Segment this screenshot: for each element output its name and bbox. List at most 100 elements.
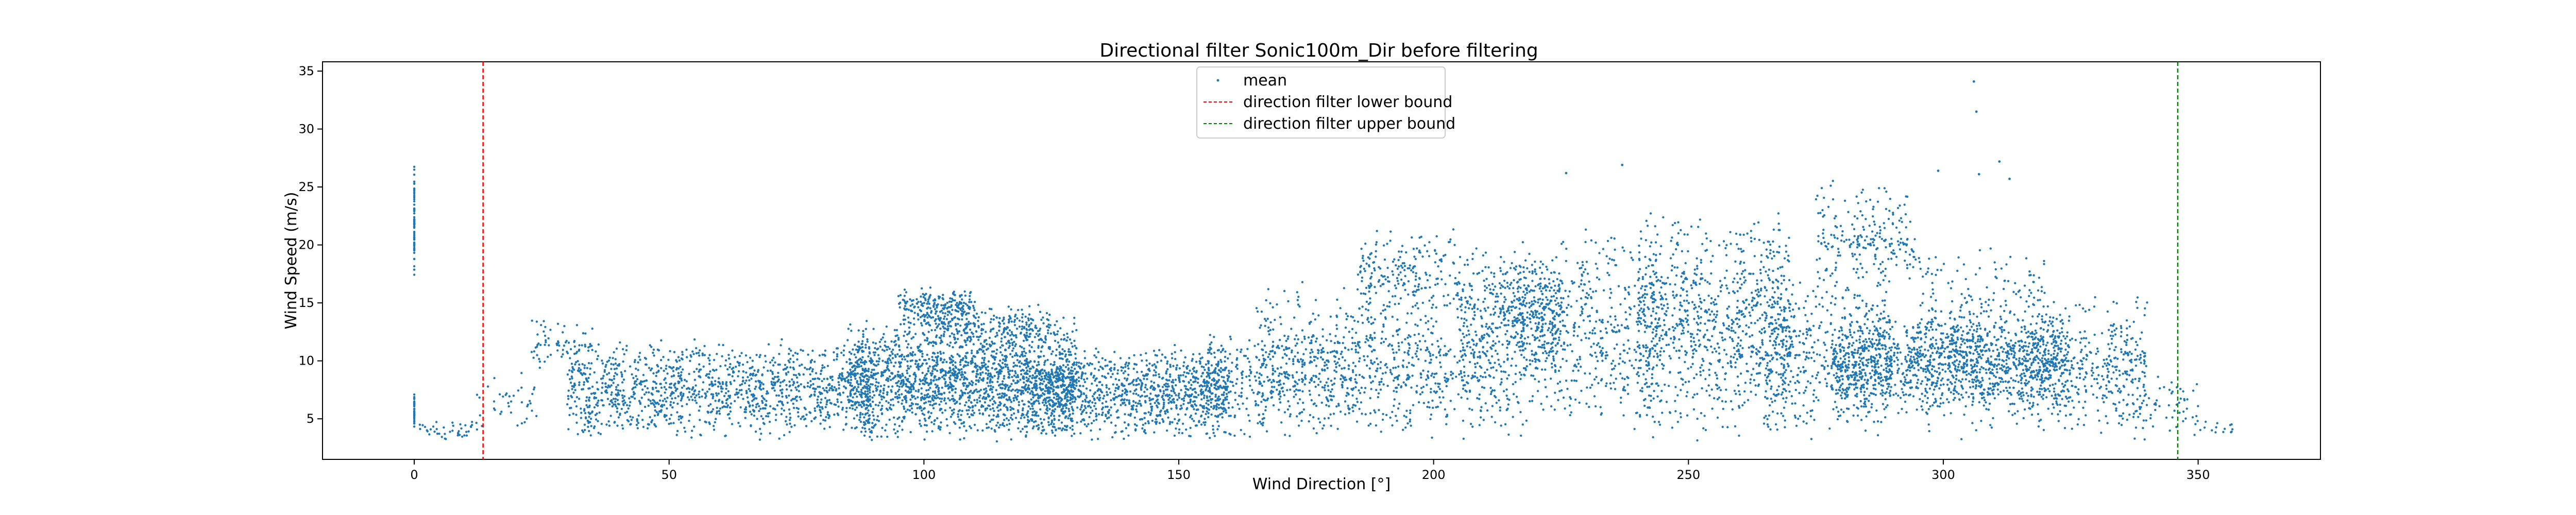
- data-point: [756, 370, 759, 373]
- data-point: [809, 380, 812, 383]
- data-point: [1044, 399, 1047, 401]
- data-point: [592, 427, 596, 430]
- data-point: [621, 424, 623, 426]
- data-point: [889, 403, 892, 406]
- data-point: [1258, 376, 1260, 379]
- data-point: [849, 382, 852, 384]
- data-point: [755, 403, 758, 406]
- data-point: [589, 434, 592, 437]
- data-point: [860, 431, 863, 433]
- data-point: [800, 349, 802, 351]
- data-point: [880, 395, 883, 398]
- data-point: [1064, 353, 1067, 356]
- data-point: [1025, 425, 1028, 428]
- data-point: [979, 368, 982, 371]
- data-point: [1120, 404, 1122, 406]
- data-point: [617, 389, 620, 392]
- data-point: [568, 369, 571, 372]
- data-point: [654, 425, 657, 428]
- data-point: [965, 344, 968, 347]
- data-point: [1075, 382, 1078, 384]
- data-point: [856, 396, 858, 398]
- data-point: [1120, 431, 1123, 433]
- data-point: [647, 404, 650, 407]
- data-point: [844, 387, 848, 390]
- data-point: [1018, 325, 1021, 328]
- data-point: [567, 394, 570, 398]
- data-point: [608, 424, 611, 427]
- data-point: [1050, 421, 1054, 423]
- data-point: [603, 370, 606, 373]
- data-point: [992, 318, 995, 321]
- data-point: [611, 405, 614, 408]
- data-point: [958, 318, 960, 321]
- data-point: [868, 389, 871, 391]
- data-point: [956, 353, 959, 355]
- data-point: [859, 379, 862, 381]
- data-point: [1125, 393, 1128, 396]
- data-point: [1037, 334, 1040, 337]
- data-point: [1108, 408, 1111, 411]
- data-point: [1021, 368, 1024, 371]
- data-point: [710, 383, 713, 385]
- data-point: [932, 340, 935, 343]
- data-point: [927, 331, 930, 333]
- data-point: [1008, 422, 1011, 425]
- data-point: [921, 324, 923, 327]
- data-point: [988, 414, 991, 417]
- data-point: [873, 418, 875, 421]
- data-point: [920, 350, 923, 353]
- data-point: [909, 431, 912, 434]
- data-point: [1222, 369, 1224, 371]
- data-point: [709, 403, 712, 406]
- data-point: [959, 324, 962, 327]
- data-point: [508, 395, 511, 398]
- data-point: [1018, 361, 1021, 364]
- data-point: [1031, 329, 1035, 332]
- data-point: [831, 387, 833, 390]
- data-point: [921, 355, 924, 358]
- data-point: [1075, 361, 1078, 364]
- data-point: [970, 338, 973, 341]
- data-point: [587, 362, 590, 365]
- data-point: [1105, 386, 1108, 389]
- data-point: [761, 402, 764, 404]
- data-point: [942, 333, 945, 336]
- data-point: [1171, 385, 1174, 387]
- data-point: [913, 353, 917, 356]
- data-point: [1140, 388, 1143, 391]
- data-point: [865, 383, 868, 386]
- data-point: [865, 346, 867, 349]
- data-point: [1068, 383, 1071, 386]
- data-point: [982, 350, 985, 352]
- data-point: [1057, 371, 1059, 374]
- data-point: [811, 368, 814, 371]
- data-point: [853, 372, 856, 375]
- data-point: [1054, 434, 1057, 437]
- data-point: [853, 417, 856, 420]
- data-point: [864, 430, 867, 433]
- data-point: [667, 358, 670, 361]
- data-point: [573, 400, 577, 403]
- data-point: [413, 407, 416, 410]
- data-point: [917, 367, 920, 370]
- data-point: [1058, 419, 1060, 421]
- data-point: [1011, 418, 1014, 421]
- data-point: [1149, 403, 1152, 405]
- data-point: [708, 423, 711, 425]
- data-point: [861, 368, 864, 370]
- data-point: [969, 391, 971, 393]
- data-point: [956, 332, 959, 335]
- data-point: [1026, 419, 1029, 421]
- data-point: [695, 402, 698, 404]
- data-point: [571, 377, 573, 380]
- data-point: [584, 344, 586, 346]
- data-point: [1198, 353, 1201, 355]
- data-point: [833, 358, 836, 362]
- data-point: [582, 431, 585, 433]
- data-point: [889, 406, 891, 409]
- data-point: [465, 431, 468, 433]
- data-point: [959, 364, 962, 366]
- data-point: [1016, 375, 1020, 379]
- data-point: [413, 200, 416, 203]
